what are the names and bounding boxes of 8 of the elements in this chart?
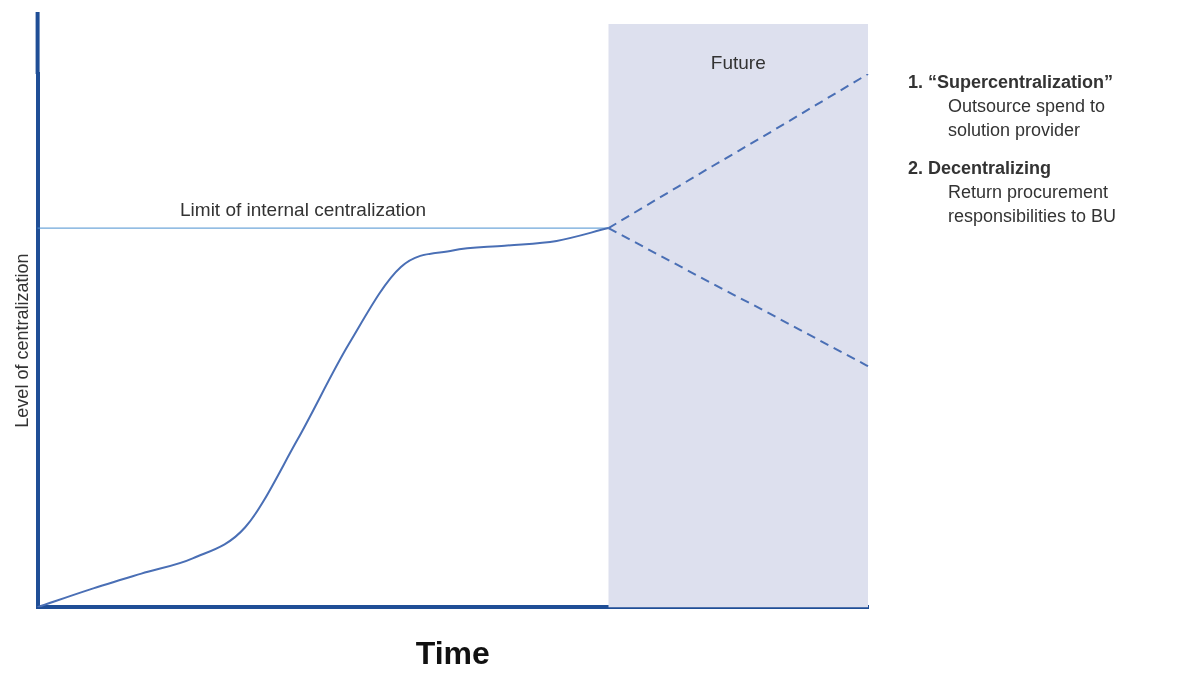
ref-line-label: Limit of internal centralization xyxy=(180,199,427,221)
x-axis-title: Time xyxy=(415,634,490,671)
text: Future xyxy=(710,52,766,73)
text: 1. “Supercentralization” xyxy=(908,71,1115,94)
text: 2. Decentralizing xyxy=(908,157,1053,180)
text: Return procurement responsibilities to BU xyxy=(947,181,1118,228)
text: Outsource spend to solution provider xyxy=(947,95,1107,142)
y-axis-title: Level of centralization xyxy=(11,253,32,428)
